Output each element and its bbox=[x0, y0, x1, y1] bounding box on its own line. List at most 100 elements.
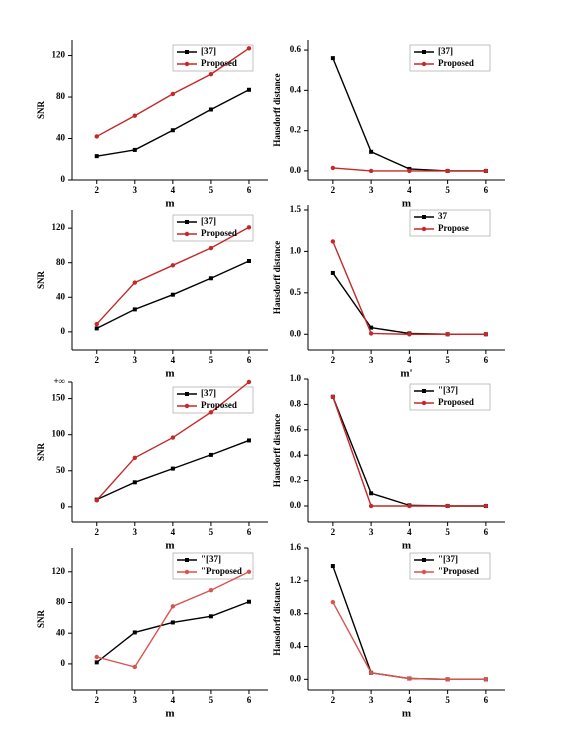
series-line bbox=[96, 601, 250, 663]
y-tick-label: 1.0 bbox=[290, 245, 302, 255]
y-tick-label: 0.2 bbox=[290, 475, 302, 485]
x-tick-label: 4 bbox=[407, 355, 412, 365]
x-tick-label: 4 bbox=[171, 355, 176, 365]
x-tick-label: 6 bbox=[247, 185, 252, 195]
x-tick-label: 6 bbox=[247, 695, 252, 705]
marker bbox=[208, 614, 213, 619]
marker bbox=[132, 307, 137, 312]
x-tick-label: 6 bbox=[484, 355, 489, 365]
x-tick-label: 4 bbox=[407, 185, 412, 195]
legend-label: Proposed bbox=[201, 58, 237, 68]
marker bbox=[208, 245, 214, 251]
marker bbox=[94, 154, 99, 159]
legend-marker bbox=[422, 50, 426, 54]
x-tick-label: 5 bbox=[209, 185, 214, 195]
y-tick-label: 0 bbox=[61, 326, 66, 336]
marker bbox=[246, 599, 251, 604]
x-tick-label: 4 bbox=[171, 185, 176, 195]
legend-box bbox=[172, 552, 254, 580]
y-tick-label: 80 bbox=[56, 257, 66, 267]
legend-marker bbox=[184, 231, 190, 237]
marker bbox=[132, 630, 137, 635]
y-tick-label: 0.4 bbox=[290, 641, 302, 651]
legend-marker bbox=[422, 558, 426, 562]
marker bbox=[132, 280, 137, 285]
legend-box bbox=[409, 383, 491, 411]
marker bbox=[246, 87, 251, 92]
y-tick-label: 0.8 bbox=[290, 398, 302, 408]
y-tick-label: 0.6 bbox=[290, 44, 302, 54]
marker bbox=[330, 239, 336, 244]
y-axis-label: Hausdorff distance bbox=[272, 582, 282, 655]
marker bbox=[94, 660, 99, 665]
legend-label: "[37] bbox=[438, 385, 458, 395]
marker bbox=[368, 331, 374, 336]
y-tick-label: 150 bbox=[52, 393, 66, 403]
x-tick-label: 5 bbox=[445, 695, 450, 705]
marker bbox=[407, 676, 412, 681]
marker bbox=[483, 332, 489, 337]
legend-marker bbox=[185, 220, 189, 224]
marker bbox=[170, 91, 176, 97]
legend-label: [37] bbox=[201, 388, 216, 398]
y-tick-label: 0.0 bbox=[290, 165, 302, 175]
series-line bbox=[332, 241, 486, 335]
marker bbox=[368, 503, 374, 509]
marker bbox=[170, 128, 175, 133]
marker bbox=[369, 325, 374, 330]
marker bbox=[132, 455, 137, 460]
y-axis-label: SNR bbox=[36, 271, 46, 290]
legend-marker bbox=[184, 569, 190, 575]
series-line bbox=[332, 57, 486, 172]
x-tick-label: 3 bbox=[133, 355, 138, 365]
marker bbox=[170, 620, 175, 625]
x-tick-label: 6 bbox=[484, 527, 489, 537]
marker bbox=[407, 332, 412, 337]
series-line bbox=[332, 565, 486, 681]
legend-label: "[37] bbox=[438, 554, 458, 564]
marker bbox=[246, 46, 252, 51]
marker bbox=[369, 491, 374, 496]
legend-box bbox=[172, 386, 254, 414]
x-tick-label: 2 bbox=[94, 695, 99, 705]
x-tick-label: 2 bbox=[94, 527, 99, 537]
marker bbox=[170, 292, 175, 297]
x-tick-label: 4 bbox=[171, 527, 176, 537]
marker bbox=[94, 134, 99, 139]
legend-box bbox=[172, 44, 254, 72]
marker bbox=[246, 258, 251, 263]
marker bbox=[483, 677, 489, 682]
legend-marker bbox=[421, 400, 427, 406]
x-axis-label: m' bbox=[400, 368, 412, 380]
legend-marker bbox=[421, 61, 427, 67]
marker bbox=[170, 435, 176, 440]
legend-label: "[37] bbox=[201, 554, 221, 564]
y-tick-label: 0.6 bbox=[290, 424, 302, 434]
x-tick-label: 2 bbox=[94, 185, 99, 195]
marker bbox=[407, 168, 412, 174]
marker bbox=[407, 503, 412, 509]
marker bbox=[170, 604, 176, 609]
y-tick-label: 0.4 bbox=[290, 449, 302, 459]
x-tick-label: 2 bbox=[331, 695, 336, 705]
x-tick-label: 2 bbox=[331, 527, 336, 537]
legend-label: [37] bbox=[201, 46, 216, 56]
x-tick-label: 3 bbox=[369, 185, 374, 195]
marker bbox=[483, 168, 489, 174]
x-tick-label: 2 bbox=[94, 355, 99, 365]
x-tick-label: 5 bbox=[445, 355, 450, 365]
legend-box bbox=[409, 44, 491, 72]
marker bbox=[170, 263, 176, 268]
y-tick-label: 40 bbox=[56, 291, 66, 301]
x-tick-label: 3 bbox=[133, 185, 138, 195]
legend-box bbox=[172, 214, 254, 242]
legend-label: "Proposed bbox=[438, 566, 479, 576]
marker bbox=[208, 72, 214, 77]
y-tick-label: 40 bbox=[56, 627, 66, 637]
legend-marker bbox=[185, 392, 189, 396]
marker bbox=[132, 147, 137, 152]
y-tick-label: 120 bbox=[52, 222, 66, 232]
marker bbox=[94, 321, 99, 327]
y-tick-label: 1.6 bbox=[290, 542, 302, 552]
legend-marker bbox=[422, 215, 426, 219]
